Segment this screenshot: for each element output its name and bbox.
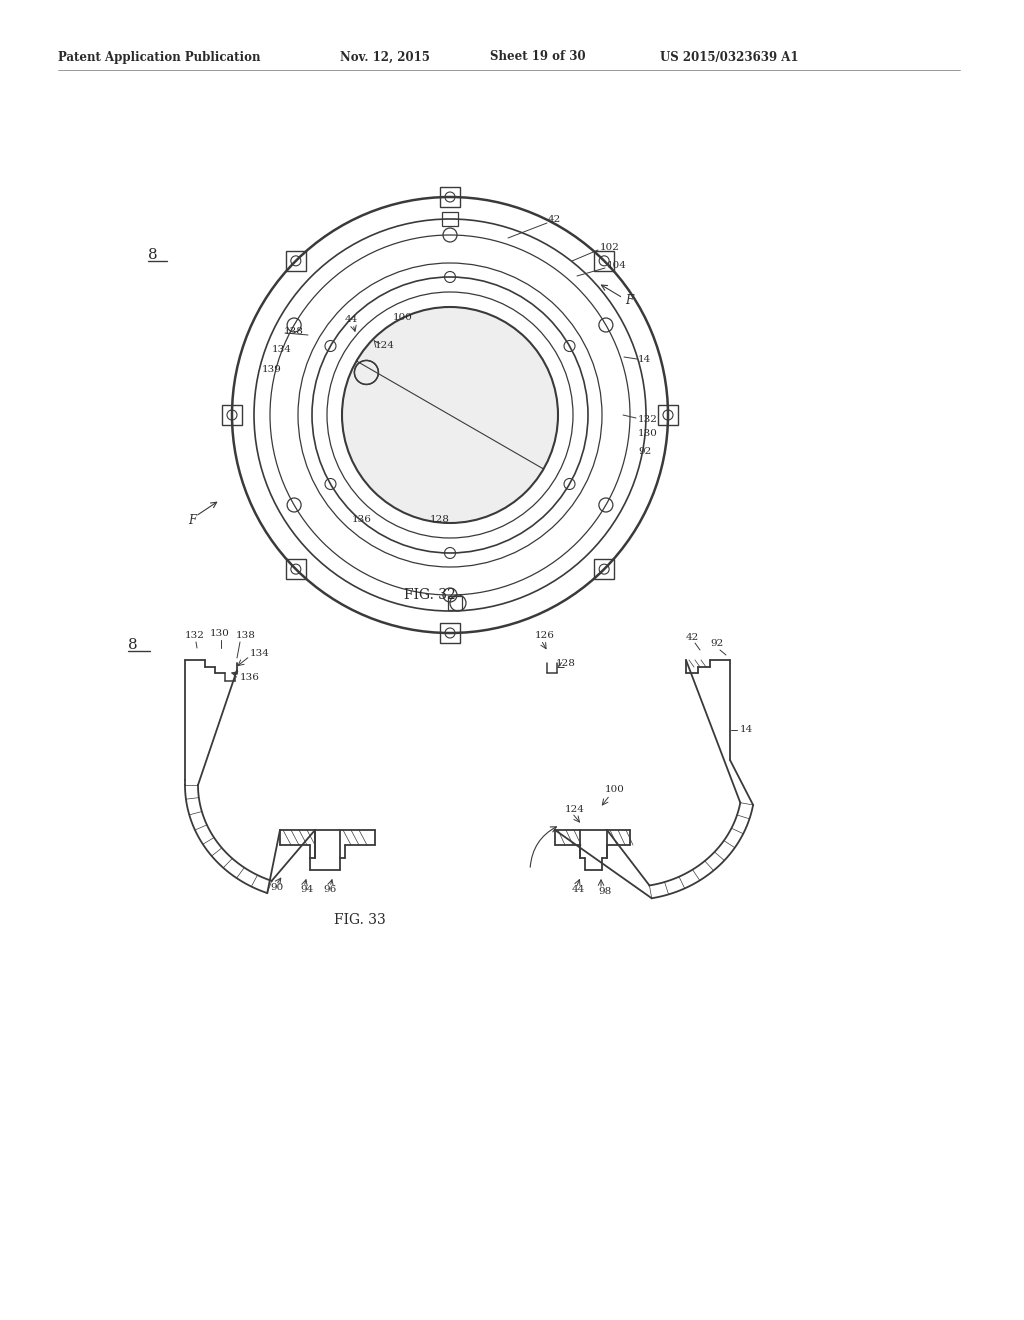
Text: 130: 130 [210, 630, 229, 639]
Text: 92: 92 [638, 446, 651, 455]
Text: 132: 132 [638, 416, 657, 425]
Text: 138: 138 [236, 631, 256, 640]
Text: 14: 14 [638, 355, 651, 364]
Text: 124: 124 [375, 341, 395, 350]
Text: Sheet 19 of 30: Sheet 19 of 30 [490, 50, 586, 63]
Text: US 2015/0323639 A1: US 2015/0323639 A1 [660, 50, 799, 63]
Text: 100: 100 [605, 785, 625, 795]
Bar [658, 405, 678, 425]
Text: 98: 98 [598, 887, 611, 896]
Bar [286, 251, 306, 271]
Bar [594, 560, 614, 579]
Text: 44: 44 [345, 315, 358, 325]
Text: 134: 134 [250, 648, 270, 657]
Text: 130: 130 [638, 429, 657, 438]
Text: 92: 92 [710, 639, 723, 648]
Text: 132: 132 [185, 631, 205, 640]
Text: 139: 139 [262, 366, 282, 375]
Text: Nov. 12, 2015: Nov. 12, 2015 [340, 50, 430, 63]
Text: Patent Application Publication: Patent Application Publication [58, 50, 260, 63]
Bar [222, 405, 242, 425]
Text: 102: 102 [600, 243, 620, 252]
Text: 136: 136 [240, 672, 260, 681]
Circle shape [342, 308, 558, 523]
Bar [440, 623, 460, 643]
Text: 8: 8 [148, 248, 158, 261]
Text: 42: 42 [548, 215, 561, 224]
Bar [449, 597, 462, 610]
Text: 90: 90 [270, 883, 284, 892]
Text: FIG. 33: FIG. 33 [334, 913, 386, 927]
Bar [440, 187, 460, 207]
Text: 128: 128 [556, 659, 575, 668]
Text: 14: 14 [740, 726, 754, 734]
Text: FIG. 32: FIG. 32 [404, 587, 456, 602]
Bar [442, 213, 458, 226]
Bar [594, 251, 614, 271]
Text: 44: 44 [572, 886, 586, 895]
Text: 94: 94 [300, 886, 313, 895]
Bar [286, 560, 306, 579]
Text: 136: 136 [352, 516, 372, 524]
Text: 96: 96 [323, 886, 336, 895]
Text: 126: 126 [535, 631, 555, 639]
Text: 124: 124 [565, 805, 585, 814]
Text: 104: 104 [607, 260, 627, 269]
Text: 138: 138 [284, 327, 304, 337]
Text: 42: 42 [686, 634, 699, 643]
Text: 100: 100 [393, 313, 413, 322]
Text: F: F [625, 293, 633, 306]
Text: F: F [188, 513, 197, 527]
Text: 8: 8 [128, 638, 137, 652]
Text: 128: 128 [430, 516, 450, 524]
Text: 134: 134 [272, 346, 292, 355]
